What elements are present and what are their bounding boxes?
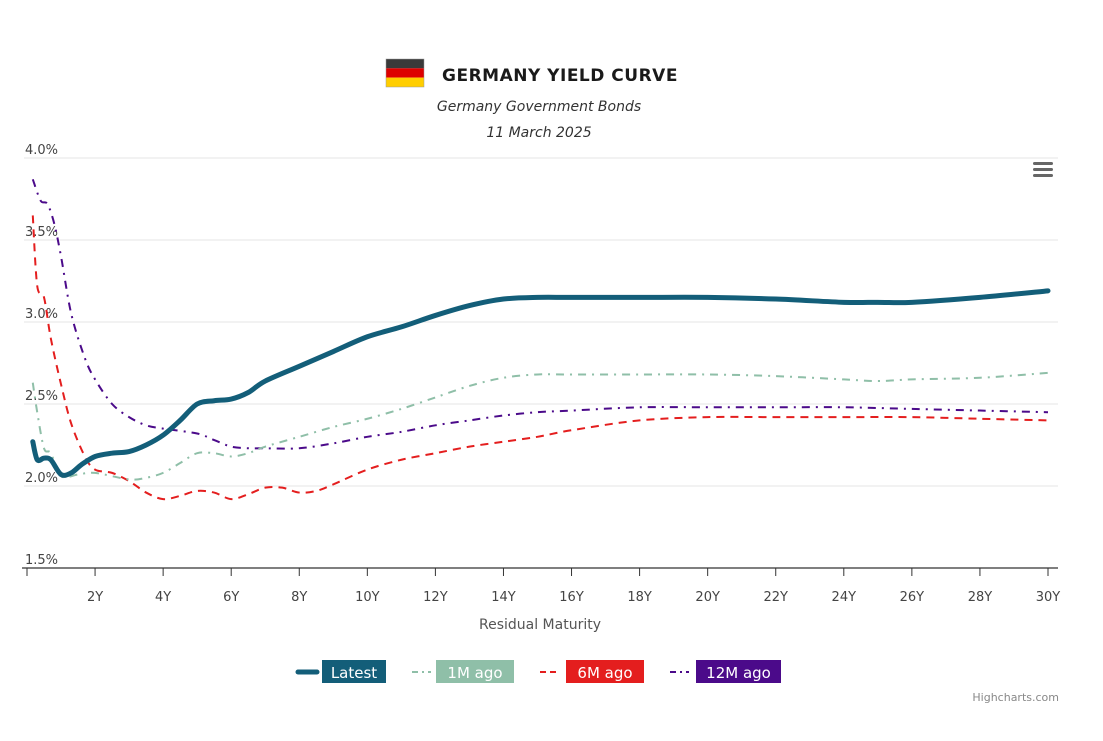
x-tick-label: 24Y xyxy=(832,590,857,605)
legend-item-12m-ago[interactable]: 12M ago xyxy=(670,660,781,683)
legend-label-box xyxy=(436,660,514,683)
legend-label: 1M ago xyxy=(447,664,502,682)
x-tick-label: 12Y xyxy=(423,590,448,605)
x-tick-label: 6Y xyxy=(223,590,239,605)
series-lines xyxy=(30,178,1051,501)
series-line-1m-ago[interactable] xyxy=(31,371,1049,481)
y-tick-label: 4.0% xyxy=(25,143,58,158)
legend-label-box xyxy=(696,660,781,683)
legend-label: 12M ago xyxy=(706,664,771,682)
credits-link[interactable]: Highcharts.com xyxy=(972,691,1059,704)
chart-subtitle: Germany Government Bonds xyxy=(437,99,641,115)
x-tick-label: 22Y xyxy=(763,590,788,605)
y-tick-label: 2.5% xyxy=(25,389,58,404)
x-tick-label: 30Y xyxy=(1036,590,1061,605)
x-tick-label: 2Y xyxy=(87,590,103,605)
series-line-12m-ago[interactable] xyxy=(31,178,1049,450)
legend-label-box xyxy=(322,660,386,683)
y-tick-label: 3.0% xyxy=(25,307,58,322)
legend-item-6m-ago[interactable]: 6M ago xyxy=(540,660,644,683)
chart-title: GERMANY YIELD CURVE xyxy=(442,66,678,86)
y-tick-label: 2.0% xyxy=(25,471,58,486)
x-axis-title: Residual Maturity xyxy=(479,617,601,633)
x-tick-label: 16Y xyxy=(559,590,584,605)
y-tick-label: 3.5% xyxy=(25,225,58,240)
germany-flag-icon xyxy=(385,58,425,88)
legend-label-box xyxy=(566,660,644,683)
x-tick-label: 4Y xyxy=(155,590,171,605)
x-tick-label: 28Y xyxy=(968,590,993,605)
legend: Latest 1M ago 6M ago 12M ago xyxy=(295,660,781,683)
x-tick-label: 20Y xyxy=(695,590,720,605)
x-tick-label: 8Y xyxy=(291,590,307,605)
y-tick-label: 1.5% xyxy=(25,553,58,568)
chart-date: 11 March 2025 xyxy=(486,125,591,141)
x-tick-label: 18Y xyxy=(627,590,652,605)
legend-label: Latest xyxy=(331,664,377,682)
x-tick-label: 26Y xyxy=(900,590,925,605)
legend-item-1m-ago[interactable]: 1M ago xyxy=(412,660,514,683)
x-axis: 2Y 4Y 6Y 8Y 10Y 12Y 14Y 16Y 18Y 20Y 22Y 24Y 26Y 28Y 30… xyxy=(22,567,1061,605)
y-axis-labels: 1.5% 2.0% 2.5% 3.0% 3.5% 4.0% xyxy=(25,143,58,568)
x-tick-label: 10Y xyxy=(355,590,380,605)
x-tick-label: 14Y xyxy=(491,590,516,605)
series-line-6m-ago[interactable] xyxy=(31,215,1049,501)
hamburger-menu-icon[interactable] xyxy=(1028,156,1058,184)
series-line-latest[interactable] xyxy=(30,288,1051,478)
legend-item-latest[interactable]: Latest xyxy=(295,660,386,683)
legend-label: 6M ago xyxy=(577,664,632,682)
